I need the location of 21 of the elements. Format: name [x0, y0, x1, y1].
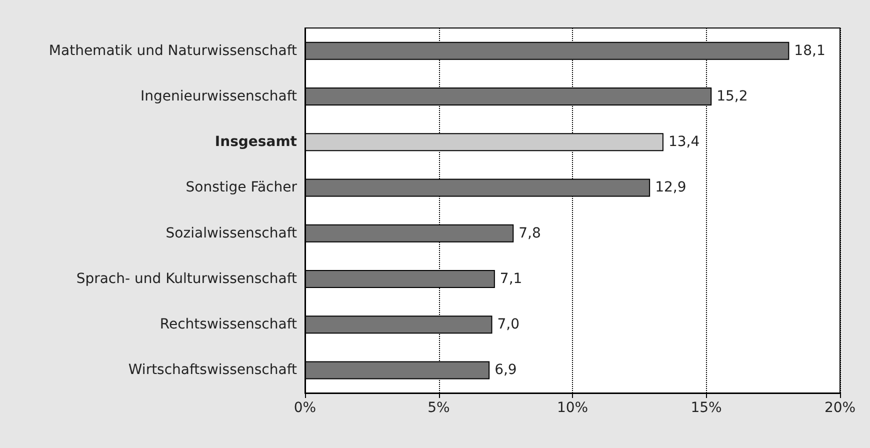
data-label: 12,9	[655, 180, 686, 196]
y-tick-label: Wirtschaftswissenschaft	[128, 362, 298, 378]
x-tick-label: 0%	[294, 400, 316, 416]
data-label: 7,8	[518, 225, 541, 242]
y-tick-label: Sonstige Fächer	[186, 180, 298, 196]
y-tick-label: Rechtswissenschaft	[160, 316, 298, 333]
y-tick-label: Sprach- und Kulturwissenschaft	[76, 270, 298, 287]
x-tick-label: 10%	[556, 400, 588, 416]
x-tick-label: 15%	[690, 400, 722, 416]
data-label: 6,9	[494, 362, 517, 378]
data-label: 7,0	[497, 316, 520, 333]
x-tick-label: 5%	[428, 400, 450, 416]
data-label: 13,4	[668, 134, 700, 150]
y-tick-label: Ingenieurwissenschaft	[140, 88, 298, 104]
x-tick-label: 20%	[824, 400, 856, 416]
y-tick-label: Insgesamt	[214, 134, 298, 150]
data-label: 15,2	[716, 88, 748, 104]
data-label: 7,1	[500, 270, 522, 287]
data-label: 18,1	[794, 42, 826, 59]
y-tick-label: Mathematik und Naturwissenschaft	[48, 42, 298, 59]
y-tick-label: Sozialwissenschaft	[166, 225, 298, 242]
